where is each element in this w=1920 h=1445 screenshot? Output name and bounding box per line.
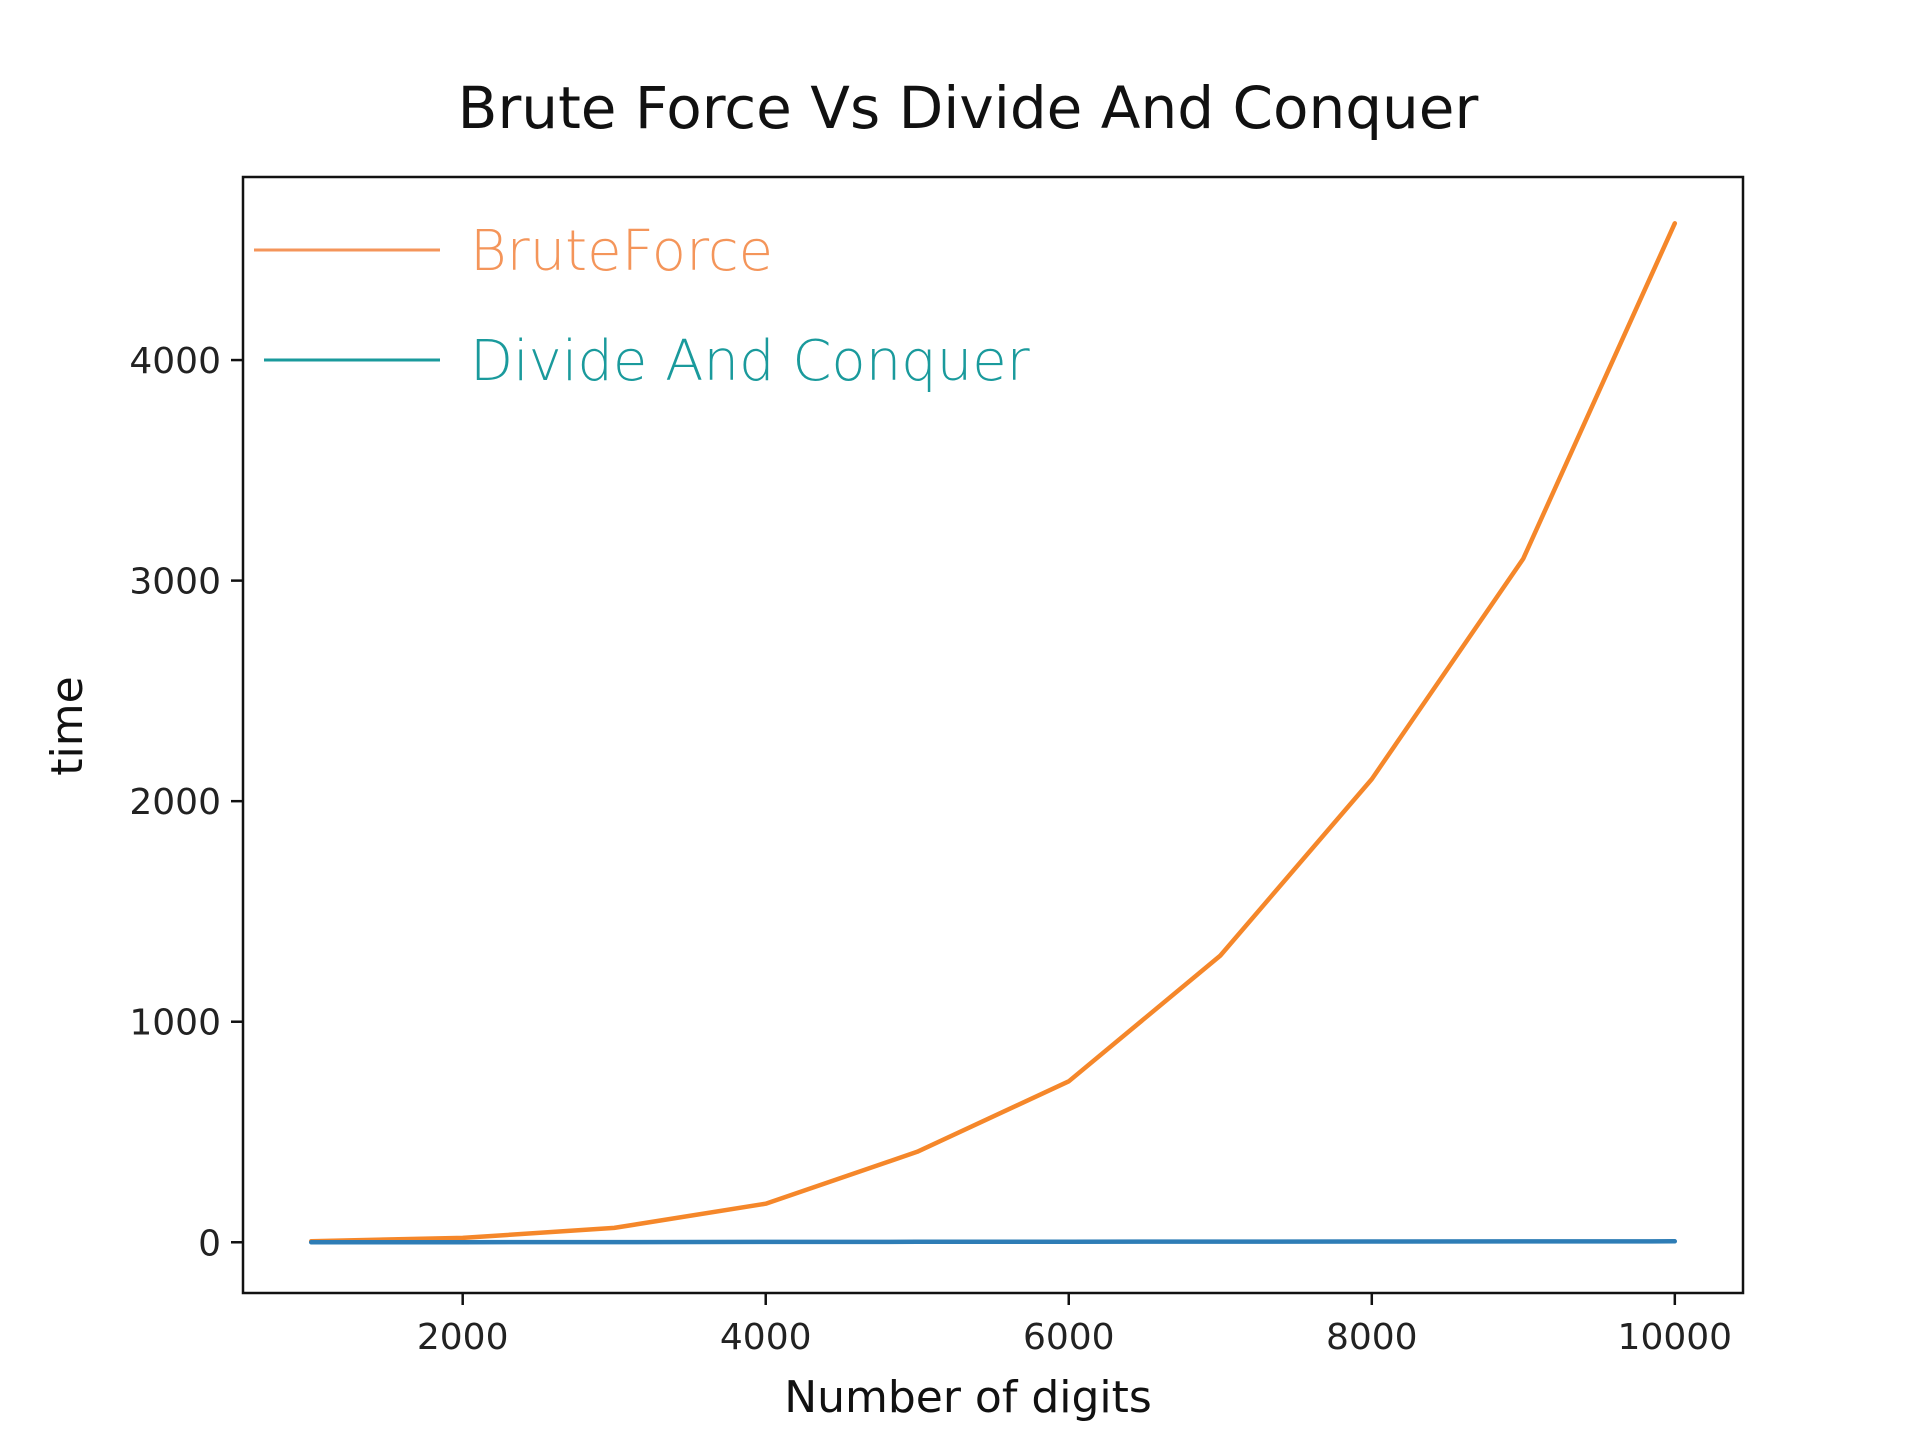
- legend-label: Divide And Conquer: [470, 329, 1030, 394]
- x-tick-label: 4000: [720, 1317, 812, 1358]
- x-tick-label: 2000: [417, 1317, 509, 1358]
- y-tick-label: 0: [198, 1223, 221, 1264]
- plot-area: [308, 221, 1678, 1245]
- legend: BruteForce Divide And Conquer: [254, 219, 1030, 394]
- plot-frame: [241, 175, 1745, 1295]
- y-tick-label: 3000: [129, 562, 221, 603]
- x-axis: 2000 4000 6000 8000 10000: [417, 1293, 1732, 1358]
- series-line-divide-and-conquer: [308, 1239, 1678, 1245]
- y-tick-label: 2000: [129, 782, 221, 823]
- y-axis: 0 1000 2000 3000 4000: [129, 341, 243, 1264]
- series-line-bruteforce: [308, 221, 1678, 1244]
- x-tick-label: 6000: [1023, 1317, 1115, 1358]
- x-axis-label: Number of digits: [784, 1372, 1152, 1423]
- y-axis-label: time: [42, 676, 93, 775]
- chart-title: Brute Force Vs Divide And Conquer: [458, 74, 1479, 142]
- legend-label: BruteForce: [470, 219, 773, 284]
- x-tick-label: 10000: [1618, 1317, 1733, 1358]
- x-tick-label: 8000: [1326, 1317, 1418, 1358]
- y-tick-label: 4000: [129, 341, 221, 382]
- y-tick-label: 1000: [129, 1003, 221, 1044]
